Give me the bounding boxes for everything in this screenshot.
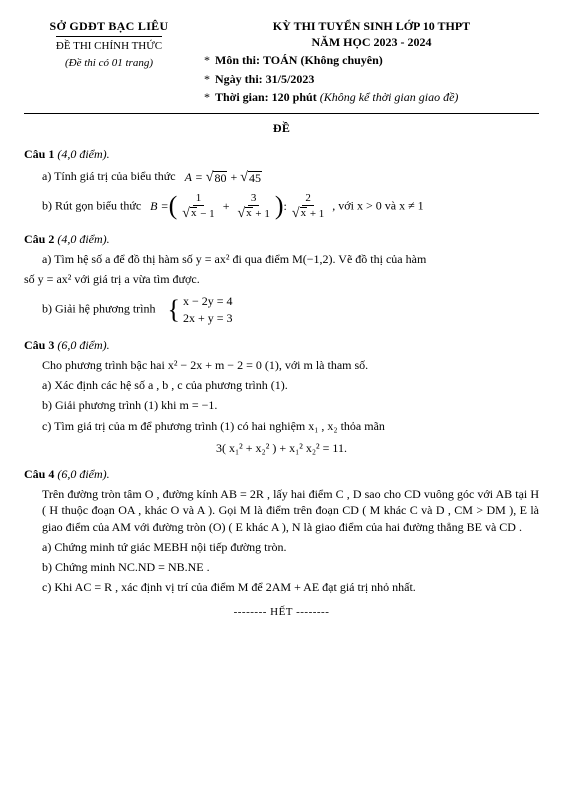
time-label: Thời gian:	[215, 90, 269, 104]
date-line: * Ngày thi: 31/5/2023	[204, 71, 539, 87]
q4-title: Câu 4 (6,0 điểm).	[24, 466, 539, 482]
exam-type: ĐỀ THI CHÍNH THỨC	[56, 36, 162, 54]
q3-title: Câu 3 (6,0 điểm).	[24, 337, 539, 353]
header-right: KỲ THI TUYỂN SINH LỚP 10 THPT NĂM HỌC 20…	[204, 18, 539, 105]
plus-2: +	[223, 198, 230, 214]
q2-a-l2: số y = ax² với giá trị a vừa tìm được.	[24, 271, 539, 287]
de-heading: ĐỀ	[24, 120, 539, 136]
time-line: * Thời gian: 120 phút (Không kể thời gia…	[204, 89, 539, 105]
sys-eq1: x − 2y = 4	[183, 293, 233, 310]
q1-b: b) Rút gọn biểu thức B = ( 1 √x − 1 + 3 …	[42, 192, 539, 221]
q2-b-text: b) Giải hệ phương trình	[42, 302, 156, 316]
q2-a-l1: a) Tìm hệ số a để đồ thị hàm số y = ax² …	[42, 252, 426, 266]
q2-points: (4,0 điểm).	[57, 232, 109, 246]
q1-b-text: b) Rút gọn biểu thức	[42, 198, 141, 212]
q1-a: a) Tính giá trị của biểu thức A = √80 + …	[42, 168, 539, 185]
sqrt-45: 45	[248, 171, 262, 184]
q4-c: c) Khi AC = R , xác định vị trí của điểm…	[42, 579, 539, 595]
f3-den-sq: x	[300, 207, 308, 219]
q1-b-formula: B = ( 1 √x − 1 + 3 √x + 1 ) : 2 √x + 1	[150, 192, 329, 221]
q1-a-formula: A = √80 + √45	[185, 169, 262, 185]
q4-a: a) Chứng minh tứ giác MEBH nội tiếp đườn…	[42, 539, 539, 555]
q1-points: (4,0 điểm).	[57, 147, 109, 161]
q3-label: Câu 3	[24, 338, 54, 352]
sqrt-80: 80	[213, 171, 227, 184]
q3-intro: Cho phương trình bậc hai x² − 2x + m − 2…	[42, 357, 539, 373]
exam-title: KỲ THI TUYỂN SINH LỚP 10 THPT	[204, 18, 539, 34]
q4-label: Câu 4	[24, 467, 54, 481]
q4-points: (6,0 điểm).	[57, 467, 109, 481]
f2-num: 3	[248, 192, 260, 206]
q2-b: b) Giải hệ phương trình { x − 2y = 4 2x …	[42, 293, 539, 327]
q3-a: a) Xác định các hệ số a , b , c của phươ…	[42, 377, 539, 393]
q2-title: Câu 2 (4,0 điểm).	[24, 231, 539, 247]
sys-eq2: 2x + y = 3	[183, 310, 233, 327]
date-label: Ngày thi:	[215, 72, 263, 86]
subject-line: * Môn thi: TOÁN (Không chuyên)	[204, 52, 539, 68]
colon: :	[284, 198, 287, 214]
q3-eq: 3( x₁² + x₂² ) + x₁² x₂² = 11.	[24, 440, 539, 456]
subject-label: Môn thi:	[215, 53, 260, 67]
header-left: SỞ GDĐT BẠC LIÊU ĐỀ THI CHÍNH THỨC (Đề t…	[24, 18, 194, 105]
q2-label: Câu 2	[24, 232, 54, 246]
f1-den-t: − 1	[197, 208, 214, 220]
org-name: SỞ GDĐT BẠC LIÊU	[24, 18, 194, 34]
q3-c: c) Tìm giá trị của m để phương trình (1)…	[42, 418, 539, 434]
time-note: (Không kể thời gian giao đề)	[320, 90, 459, 104]
q4-intro: Trên đường tròn tâm O , đường kính AB = …	[42, 486, 539, 535]
q1-b-cond: , với x > 0 và x ≠ 1	[332, 198, 423, 212]
f2-den-sq: x	[245, 207, 253, 219]
q2-a: a) Tìm hệ số a để đồ thị hàm số y = ax² …	[42, 251, 539, 267]
q1-a-lhs: A =	[185, 169, 203, 185]
q3-b: b) Giải phương trình (1) khi m = −1.	[42, 397, 539, 413]
q1-b-lhs: B =	[150, 198, 168, 214]
q3-points: (6,0 điểm).	[57, 338, 109, 352]
q4-b: b) Chứng minh NC.ND = NB.NE .	[42, 559, 539, 575]
exam-year: NĂM HỌC 2023 - 2024	[204, 34, 539, 50]
plus-1: +	[230, 169, 237, 185]
q1-label: Câu 1	[24, 147, 54, 161]
f3-num: 2	[302, 192, 314, 206]
header: SỞ GDĐT BẠC LIÊU ĐỀ THI CHÍNH THỨC (Đề t…	[24, 18, 539, 105]
q1-a-text: a) Tính giá trị của biểu thức	[42, 169, 176, 183]
subject-value: TOÁN (Không chuyên)	[263, 53, 383, 67]
page-note: (Đề thi có 01 trang)	[24, 56, 194, 71]
q2-b-system: { x − 2y = 4 2x + y = 3	[168, 293, 233, 327]
q1-title: Câu 1 (4,0 điểm).	[24, 146, 539, 162]
date-value: 31/5/2023	[266, 72, 315, 86]
time-value: 120 phút	[272, 90, 317, 104]
footer-end: -------- HẾT --------	[24, 605, 539, 620]
f2-den-t: + 1	[253, 208, 270, 220]
f1-num: 1	[193, 192, 205, 206]
separator	[24, 113, 539, 114]
f3-den-t: + 1	[307, 208, 324, 220]
